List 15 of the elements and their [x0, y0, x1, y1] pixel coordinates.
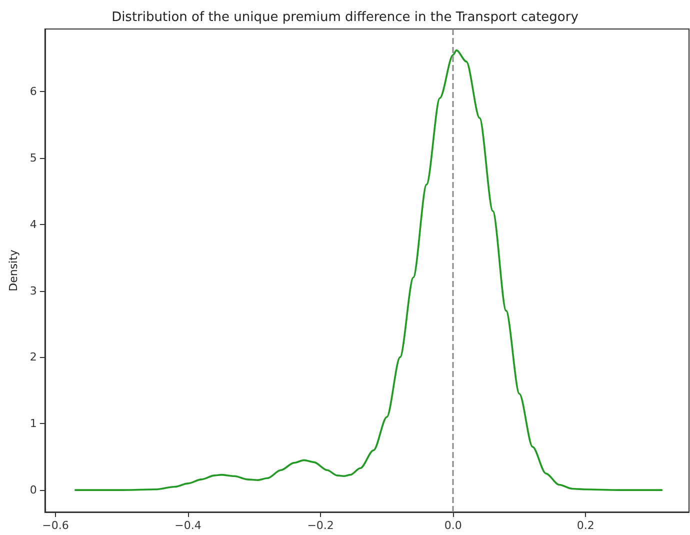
- x-tick-label: 0.2: [576, 519, 594, 532]
- y-tick-label: 2: [30, 350, 37, 364]
- x-tick-label: −0.6: [42, 519, 69, 532]
- y-tick-label: 4: [30, 218, 37, 231]
- y-tick-label: 3: [30, 284, 37, 298]
- y-tick-label: 6: [30, 84, 37, 98]
- y-axis-title: Density: [7, 249, 20, 292]
- y-tick-label: 0: [30, 484, 37, 497]
- x-tick-label: −0.2: [307, 519, 334, 532]
- line-series: [74, 49, 663, 491]
- chart-title: Distribution of the unique premium difference in the Transport category: [112, 10, 579, 25]
- y-tick-label: 5: [30, 151, 37, 164]
- x-tick-label: −0.4: [174, 519, 202, 532]
- x-tick-label: 0.0: [444, 519, 462, 532]
- y-tick-label: 1: [30, 417, 37, 430]
